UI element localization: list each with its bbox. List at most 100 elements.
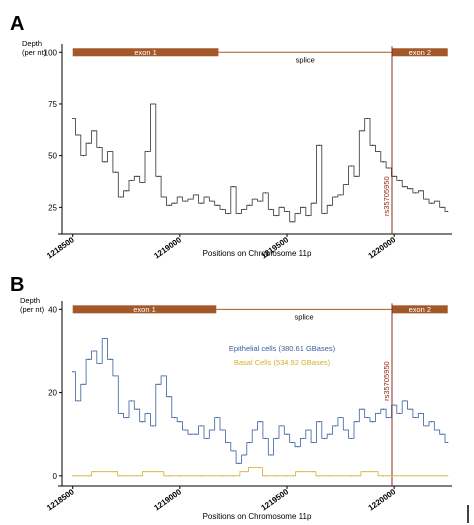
panel-b-series-1-point <box>318 421 320 423</box>
panel-a-series-1-point <box>393 175 395 177</box>
panel-b-series-1-point <box>447 441 449 444</box>
panel-b-series-1-point <box>425 425 427 427</box>
panel-a-series-1-point <box>109 150 111 153</box>
panel-b-series-1-point <box>125 416 127 419</box>
panel-a-series-1-point <box>120 196 122 198</box>
panel-a-series-1-line <box>72 103 448 223</box>
panel-b-series-1-point <box>431 421 433 423</box>
panel-a-series-1-point <box>275 214 277 217</box>
panel-a-series-1-point <box>382 161 385 163</box>
panel-a-ylabel-unit: (per nt) <box>22 48 47 57</box>
panel-a-series-1-point <box>356 175 358 177</box>
panel-b-series-1-point <box>388 416 390 419</box>
panel-b-series-1-point <box>339 416 342 419</box>
panel-a-series-1-point <box>238 212 240 215</box>
panel-b-series-1-point <box>211 429 213 431</box>
panel-b-series-1-point <box>361 408 363 410</box>
panel-a-series-1-point <box>436 200 438 202</box>
panel-b-series-1-point <box>77 400 79 402</box>
panel-a-series-1-point <box>82 155 85 157</box>
panel-a-series-1-point <box>366 117 368 120</box>
panel-b-series-2-point <box>179 475 181 477</box>
panel-b-series-1-point <box>104 337 106 340</box>
panel-b-series-1-point <box>254 429 256 431</box>
panel-b-series-1-point <box>131 400 133 402</box>
panel-b-series-1-point <box>275 437 277 439</box>
panel-b-series-1-point <box>414 416 417 419</box>
panel-b-series-1-point <box>281 425 283 427</box>
panel-b-series-2-point <box>222 475 224 477</box>
panel-b-exon-1-label: exon 1 <box>133 305 156 314</box>
panel-a-series-1-point <box>323 212 326 215</box>
panel-a-series-1-point <box>168 204 170 206</box>
panel-b-series-1-point <box>345 429 347 431</box>
panel-a-series-1-point <box>152 103 154 105</box>
panel-b-series-1-point <box>136 408 138 410</box>
panel-a-series-1-point <box>104 161 106 163</box>
panel-b-series-1-point <box>243 454 245 456</box>
panel-b-series-2-point <box>258 466 260 469</box>
panel-b-series-2-point <box>350 475 352 477</box>
panel-a-series-1-point <box>173 202 176 204</box>
panel-b-series-1-point <box>259 421 261 423</box>
panel-a-series-1-point <box>409 188 411 190</box>
panel-a-series-1-point <box>163 196 165 198</box>
panel-a-series-1-point <box>232 186 235 188</box>
panel-b-series-2-point <box>372 471 374 473</box>
panel-b-series-1-point <box>72 371 74 373</box>
panel-a-series-1-point <box>447 210 449 213</box>
panel-a-xtick-label: 1218500 <box>45 235 76 261</box>
panel-a-series-1-point <box>350 165 352 167</box>
panel-a-series-1-point <box>195 194 197 196</box>
panel-b-series-2-point <box>318 475 320 477</box>
panel-b-series-1-point <box>297 446 299 448</box>
panel-b-series-2-point <box>264 475 267 477</box>
panel-b-marker-label: rs35705950 <box>382 361 391 401</box>
panel-a-series-1-point <box>431 202 433 204</box>
panel-b-series-2-point <box>136 475 138 477</box>
panel-a-series-1-point <box>425 198 427 200</box>
panel-b-series-2-point <box>286 475 288 477</box>
panel-b-series-1-point <box>120 412 122 414</box>
panel-b-series-1-point <box>238 462 240 464</box>
panel-a-series-1-point <box>414 192 417 194</box>
panel-b-series-2-point <box>72 475 74 477</box>
panel-a-series-1-point <box>206 196 208 198</box>
panel-a-series-1-point <box>361 130 363 132</box>
panel-b-series-1-point <box>98 362 101 365</box>
panel-b-series-1-point <box>206 437 208 439</box>
panel-b-series-2-point <box>275 475 277 477</box>
panel-b-series-1-point <box>184 429 186 431</box>
panel-b-series-2-point <box>119 475 121 477</box>
panel-b-series-1-point <box>307 429 310 431</box>
panel-b-series-1-point <box>195 433 197 435</box>
panel-a-series-1-point <box>136 175 138 177</box>
panel-b-series-1-point <box>157 383 160 385</box>
panel-a-ylabel: Depth <box>22 39 42 48</box>
panel-b-series-1-point <box>302 437 304 439</box>
panel-a-series-1-point <box>404 186 406 188</box>
panel-b-series-2-point <box>363 471 365 473</box>
panel-a-series-1-point <box>264 192 267 194</box>
panel-b-series-1-point <box>286 433 288 435</box>
panel-a-series-1-point <box>93 130 95 132</box>
panel-b-series-2-point <box>391 475 393 477</box>
panel-a-series-1-point <box>211 200 213 202</box>
panel-b-series-1-point <box>441 433 443 435</box>
panel-b-series-1-point <box>216 416 218 419</box>
panel-b-series-1-point <box>200 425 202 427</box>
panel-b-series-2-point <box>249 466 252 469</box>
panel-b-series-1-point <box>350 437 352 439</box>
panel-b-xtick-label: 1218500 <box>45 487 76 513</box>
panel-a-ytick-label: 100 <box>44 48 58 57</box>
panel-a-ytick-label: 50 <box>48 152 57 161</box>
panel-a-series-1-point <box>184 200 186 202</box>
panel-b-exon-1-bar <box>72 305 217 314</box>
panel-b-ytick-label: 0 <box>53 472 58 481</box>
panel-b-xtick-label: 1220000 <box>367 487 398 513</box>
panel-a-series-1-point <box>131 179 133 182</box>
panel-a-series-1-point <box>345 183 347 186</box>
panel-a-series-1-point <box>141 181 143 184</box>
panel-b-series-1-point <box>409 408 411 410</box>
panel-b-series-2-point <box>297 471 299 473</box>
